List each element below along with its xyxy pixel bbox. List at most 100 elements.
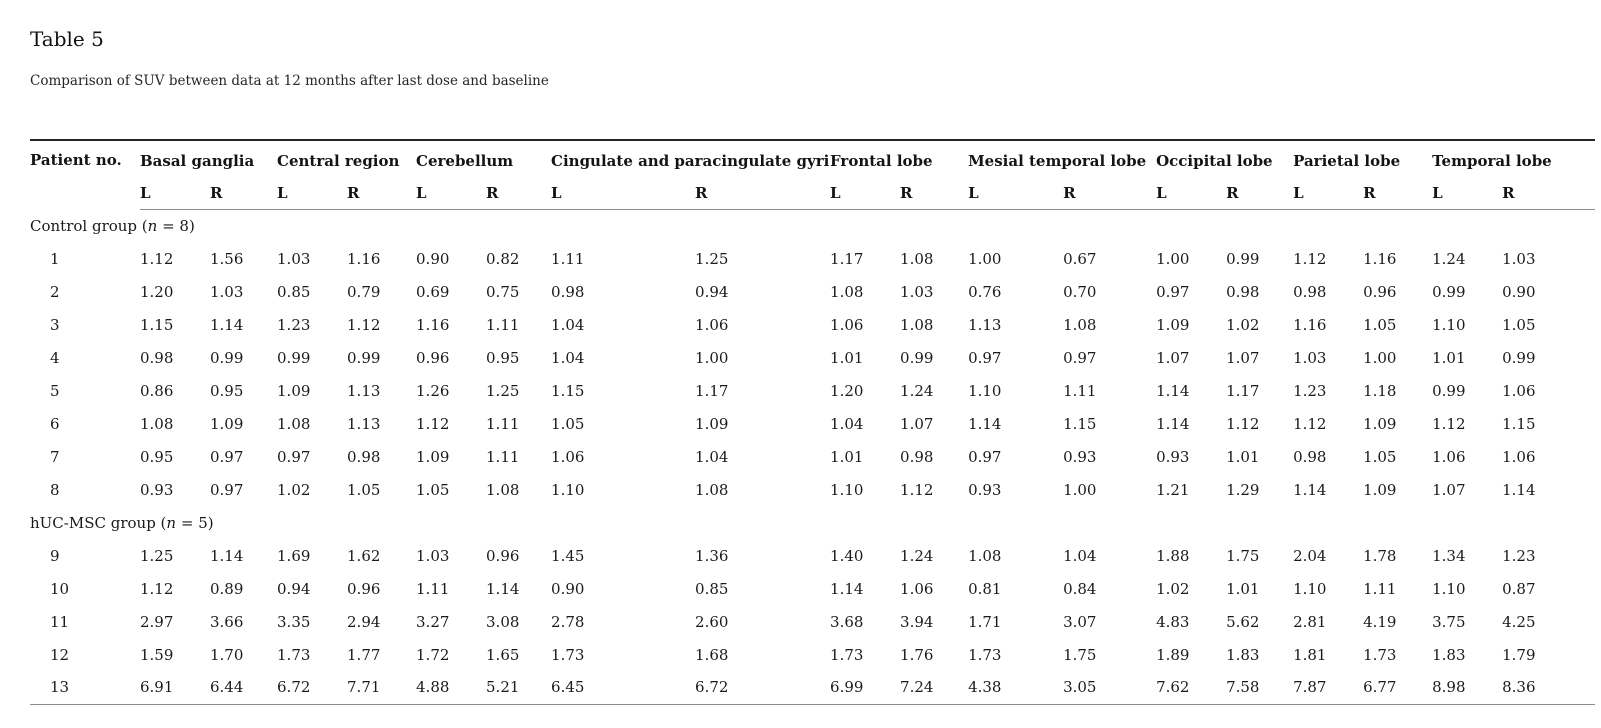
suv-value: 0.67: [1063, 249, 1097, 268]
suv-value: 1.08: [900, 315, 934, 334]
suv-value: 0.99: [1502, 348, 1536, 367]
subheader-right-region-3: R: [695, 177, 831, 210]
suv-value: 1.12: [1293, 249, 1327, 268]
suv-value: 3.07: [1063, 612, 1097, 631]
suv-value: 1.12: [140, 249, 174, 268]
subheader-left-region-5: L: [968, 177, 1064, 210]
suv-value: 1.14: [210, 315, 244, 334]
suv-value: 0.99: [900, 348, 934, 367]
suv-value: 1.07: [1156, 348, 1190, 367]
suv-value: 1.78: [1363, 546, 1397, 565]
suv-value: 0.84: [1063, 579, 1097, 598]
suv-value: 1.76: [900, 645, 934, 664]
suv-value: 2.81: [1293, 612, 1327, 631]
suv-value: 1.71: [968, 612, 1002, 631]
suv-value: 1.09: [416, 447, 450, 466]
suv-value: 1.03: [416, 546, 450, 565]
suv-value: 2.97: [140, 612, 174, 631]
suv-value: 0.93: [1156, 447, 1190, 466]
subheader-right-region-1: R: [347, 177, 417, 210]
suv-value: 1.73: [277, 645, 311, 664]
suv-value: 1.01: [830, 348, 864, 367]
patient-row-11: 11 2.97 3.66 3.35 2.94 3.27 3.08 2.78 2.60 3.68 3.…: [30, 605, 1595, 638]
patient-number: 4: [50, 348, 60, 367]
suv-value: 0.99: [347, 348, 381, 367]
suv-value: 1.08: [140, 414, 174, 433]
suv-value: 1.12: [1432, 414, 1466, 433]
patient-row-9: 9 1.25 1.14 1.69 1.62 1.03 0.96 1.45 1.36 1.40 1.2…: [30, 539, 1595, 572]
suv-value: 1.02: [1226, 315, 1260, 334]
group-label-0: Control group (n = 8): [30, 209, 1595, 242]
suv-value: 1.77: [347, 645, 381, 664]
suv-value: 1.34: [1432, 546, 1466, 565]
suv-value: 1.12: [347, 315, 381, 334]
suv-value: 2.78: [551, 612, 585, 631]
suv-value: 1.07: [1432, 480, 1466, 499]
suv-value: 0.99: [1226, 249, 1260, 268]
suv-value: 1.23: [1293, 381, 1327, 400]
suv-value: 0.79: [347, 282, 381, 301]
suv-value: 1.14: [968, 414, 1002, 433]
suv-value: 0.98: [1293, 282, 1327, 301]
suv-value: 6.91: [140, 678, 174, 697]
suv-value: 1.89: [1156, 645, 1190, 664]
group-header-row-0: Control group (n = 8): [30, 209, 1595, 242]
suv-value: 6.77: [1363, 678, 1397, 697]
suv-value: 1.18: [1363, 381, 1397, 400]
suv-value: 3.94: [900, 612, 934, 631]
suv-value: 1.04: [1063, 546, 1097, 565]
suv-value: 5.21: [486, 678, 520, 697]
suv-value: 1.05: [1363, 315, 1397, 334]
suv-value: 1.08: [695, 480, 729, 499]
column-header-region-7: Parietal lobe: [1293, 152, 1401, 170]
suv-value: 1.03: [1502, 249, 1536, 268]
suv-value: 1.00: [1156, 249, 1190, 268]
suv-value: 1.06: [551, 447, 585, 466]
suv-value: 7.71: [347, 678, 381, 697]
suv-value: 1.45: [551, 546, 585, 565]
suv-value: 1.65: [486, 645, 520, 664]
suv-value: 1.25: [486, 381, 520, 400]
suv-value: 0.94: [695, 282, 729, 301]
suv-value: 1.01: [1432, 348, 1466, 367]
suv-value: 1.08: [1063, 315, 1097, 334]
suv-value: 1.26: [416, 381, 450, 400]
suv-value: 0.99: [1432, 282, 1466, 301]
suv-value: 0.93: [1063, 447, 1097, 466]
subheader-left-region-4: L: [830, 177, 901, 210]
group-label-text: Control group (: [30, 216, 148, 235]
suv-value: 4.38: [968, 678, 1002, 697]
suv-value: 1.08: [486, 480, 520, 499]
suv-value: 0.89: [210, 579, 244, 598]
subheader-left-region-0: L: [140, 177, 210, 210]
suv-value: 1.16: [416, 315, 450, 334]
suv-value: 0.94: [277, 579, 311, 598]
suv-value: 1.11: [551, 249, 585, 268]
suv-value: 1.11: [486, 447, 520, 466]
column-header-region-2: Cerebellum: [416, 152, 514, 170]
group-n-symbol: n: [147, 216, 158, 235]
subheader-right-region-4: R: [900, 177, 969, 210]
suv-value: 0.70: [1063, 282, 1097, 301]
suv-value: 1.08: [900, 249, 934, 268]
suv-value: 1.00: [695, 348, 729, 367]
suv-value: 0.98: [551, 282, 585, 301]
suv-value: 0.97: [210, 480, 244, 499]
suv-value: 1.14: [1156, 381, 1190, 400]
suv-value: 1.83: [1226, 645, 1260, 664]
suv-value: 1.15: [1063, 414, 1097, 433]
patient-number: 11: [50, 612, 70, 631]
suv-value: 7.58: [1226, 678, 1260, 697]
patient-row-13: 13 6.91 6.44 6.72 7.71 4.88 5.21 6.45 6.72 6.99 7.…: [30, 671, 1595, 704]
subheader-left-region-2: L: [416, 177, 487, 210]
patient-row-3: 3 1.15 1.14 1.23 1.12 1.16 1.11 1.04 1.06 1.06 1.0…: [30, 308, 1595, 341]
suv-value: 0.95: [210, 381, 244, 400]
suv-value: 1.88: [1156, 546, 1190, 565]
suv-value: 3.27: [416, 612, 450, 631]
suv-value: 1.03: [210, 282, 244, 301]
column-header-region-5: Mesial temporal lobe: [968, 152, 1147, 170]
suv-value: 0.93: [140, 480, 174, 499]
suv-value: 0.96: [1363, 282, 1397, 301]
suv-value: 0.96: [347, 579, 381, 598]
suv-value: 1.08: [968, 546, 1002, 565]
